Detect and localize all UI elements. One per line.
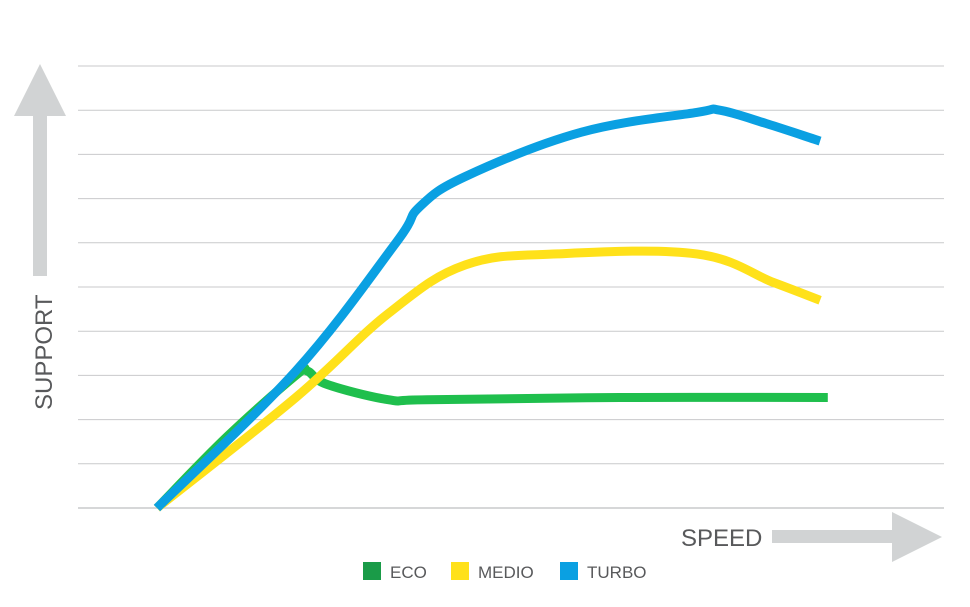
legend-label-medio: MEDIO <box>478 563 534 582</box>
x-axis-label: SPEED <box>681 525 762 552</box>
legend: ECO MEDIO TURBO <box>363 562 647 582</box>
legend-label-eco: ECO <box>390 563 427 582</box>
legend-label-turbo: TURBO <box>587 563 647 582</box>
x-axis-arrow <box>772 512 942 562</box>
legend-swatch-medio <box>451 562 469 580</box>
legend-swatch-turbo <box>560 562 578 580</box>
gridlines <box>78 65 944 509</box>
legend-swatch-eco <box>363 562 381 580</box>
y-axis-label: SUPPORT <box>31 294 58 410</box>
series-line-eco <box>153 363 828 512</box>
series-line-turbo <box>153 104 822 512</box>
series-line-medio <box>154 246 822 512</box>
y-axis-arrow <box>14 64 66 276</box>
series-lines <box>153 104 828 512</box>
